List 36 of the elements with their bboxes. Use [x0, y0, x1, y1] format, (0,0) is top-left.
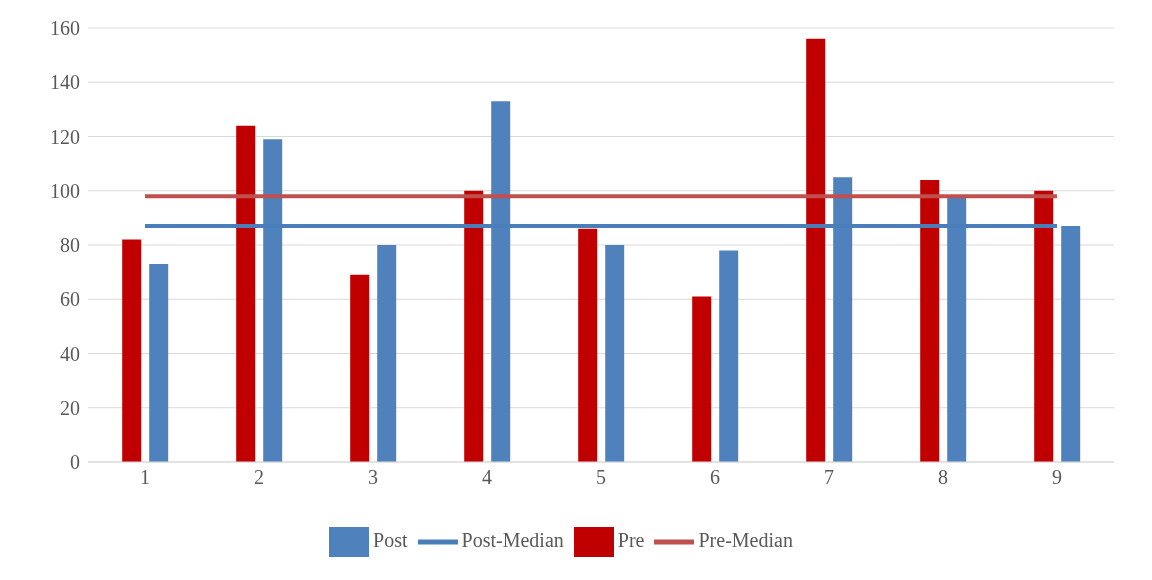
bar — [605, 245, 625, 462]
y-tick-label: 0 — [70, 451, 80, 474]
y-tick-label: 20 — [60, 396, 80, 419]
y-tick-label: 100 — [50, 179, 80, 202]
bar — [122, 239, 142, 462]
bar — [1061, 226, 1081, 462]
x-tick-label: 4 — [482, 466, 492, 489]
x-tick-label: 3 — [368, 466, 378, 489]
y-tick-label: 140 — [50, 71, 80, 94]
bar — [692, 296, 712, 462]
y-tick-label: 60 — [60, 288, 80, 311]
legend-label: Pre-Median — [698, 528, 793, 551]
bar — [1034, 190, 1054, 462]
bar — [377, 245, 397, 462]
y-tick-label: 40 — [60, 342, 80, 365]
bar — [149, 263, 169, 462]
bar — [920, 179, 940, 462]
bar — [806, 38, 826, 462]
legend-label: Post-Median — [461, 528, 564, 551]
legend-label: Post — [373, 528, 408, 551]
x-tick-label: 2 — [254, 466, 264, 489]
y-tick-label: 120 — [50, 125, 80, 148]
legend-label: Pre — [617, 528, 645, 551]
x-tick-label: 8 — [938, 466, 948, 489]
bar — [350, 274, 370, 462]
x-tick-label: 1 — [140, 466, 150, 489]
x-tick-label: 5 — [596, 466, 606, 489]
bar — [236, 125, 256, 462]
bar — [578, 228, 598, 462]
y-tick-label: 160 — [50, 17, 80, 40]
bar — [719, 250, 739, 462]
x-tick-label: 7 — [824, 466, 834, 489]
y-tick-label: 80 — [60, 234, 80, 257]
bar — [464, 190, 484, 462]
x-tick-label: 6 — [710, 466, 720, 489]
x-tick-label: 9 — [1052, 466, 1062, 489]
